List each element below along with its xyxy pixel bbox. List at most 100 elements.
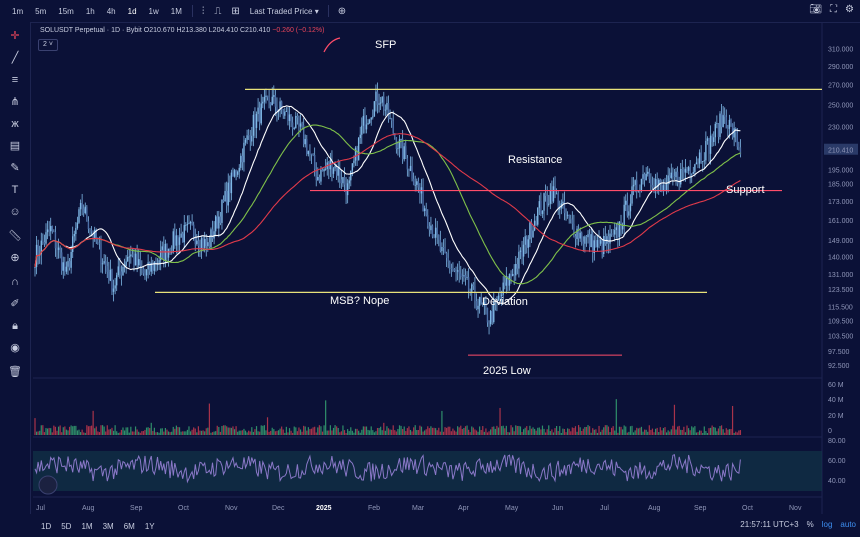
timeframe-1m[interactable]: 1m xyxy=(12,6,24,16)
volume-bar xyxy=(249,431,251,435)
candle-body xyxy=(203,239,206,248)
volume-bar xyxy=(512,427,514,435)
candle-body xyxy=(200,238,203,250)
volume-bar xyxy=(244,430,247,435)
trash-icon[interactable]: 🗑︎ xyxy=(8,366,22,378)
candle-body xyxy=(420,187,423,194)
range-5D[interactable]: 5D xyxy=(61,522,72,531)
price-source-dropdown[interactable]: Last Traded Price ▾ xyxy=(249,6,319,16)
horizontal-line-icon[interactable]: ≡ xyxy=(11,74,19,86)
candle-body xyxy=(634,180,636,185)
volume-bar xyxy=(40,425,42,435)
volume-bar xyxy=(612,426,614,435)
pattern-icon[interactable]: ж xyxy=(11,118,19,130)
candle-body xyxy=(460,273,462,277)
volume-bar xyxy=(551,429,553,435)
candle-body xyxy=(552,186,555,202)
stay-drawing-icon[interactable]: ✐ xyxy=(10,298,20,310)
volume-bar xyxy=(452,428,454,435)
auto-toggle[interactable]: auto xyxy=(840,520,856,529)
volume-bar xyxy=(658,432,660,435)
range-3M[interactable]: 3M xyxy=(102,522,114,531)
eye-icon[interactable]: ◉ xyxy=(10,342,20,354)
volume-bar xyxy=(293,426,295,435)
timeframe-15m[interactable]: 15m xyxy=(58,6,74,16)
volume-bar xyxy=(471,426,473,435)
magnet-icon[interactable]: ∩ xyxy=(11,276,19,288)
candle-body xyxy=(491,311,493,323)
candle-body xyxy=(258,107,261,124)
chart-type-icon[interactable]: ⎍ xyxy=(214,5,222,17)
candle-body xyxy=(199,245,201,250)
candle-body xyxy=(458,270,460,274)
range-1D[interactable]: 1D xyxy=(41,522,52,531)
timeframe-1M[interactable]: 1M xyxy=(170,6,182,16)
timeframe-4h[interactable]: 4h xyxy=(106,6,116,16)
zoom-in-icon[interactable]: ⊕ xyxy=(10,252,20,264)
ruler-icon[interactable]: 📏︎ xyxy=(8,230,22,242)
candle-body xyxy=(147,262,149,270)
candle-body xyxy=(538,201,541,208)
compare-icon[interactable]: ⊞ xyxy=(231,5,240,17)
percent-toggle[interactable]: % xyxy=(806,520,814,529)
close-value: C210.410 xyxy=(239,27,271,34)
brush-icon[interactable]: ✎ xyxy=(10,162,20,174)
timeframe-1d[interactable]: 1d xyxy=(127,6,137,16)
pitchfork-icon[interactable]: ⋔ xyxy=(10,96,20,108)
candle-body xyxy=(530,222,533,238)
symbol-name[interactable]: SOLUSDT Perpetual · 1D · Bybit xyxy=(40,27,142,34)
fullscreen-icon[interactable]: ⛶ xyxy=(830,4,838,15)
volume-bar xyxy=(524,427,526,435)
position-icon[interactable]: ▤ xyxy=(9,140,21,152)
text-icon[interactable]: T xyxy=(11,184,19,196)
candle-body xyxy=(612,234,614,236)
crosshair-icon[interactable]: ✛ xyxy=(10,30,20,42)
candle-body xyxy=(290,114,292,123)
range-1M[interactable]: 1M xyxy=(81,522,93,531)
candle-body xyxy=(342,177,344,184)
candle-body xyxy=(368,119,371,123)
volume-bar xyxy=(314,426,316,435)
candle-body xyxy=(719,113,721,137)
volume-bar xyxy=(222,425,225,435)
collapse-legend-button[interactable]: 2 ˅ xyxy=(38,39,58,51)
trendline-icon[interactable]: ╱ xyxy=(11,52,19,64)
volume-bar xyxy=(634,430,636,435)
time-tick-label: Oct xyxy=(178,505,189,512)
candle-body xyxy=(61,252,63,271)
candle-body xyxy=(684,168,687,173)
candle-body xyxy=(70,251,72,268)
timeframe-1h[interactable]: 1h xyxy=(85,6,95,16)
volume-bar xyxy=(416,430,418,435)
range-1Y[interactable]: 1Y xyxy=(144,522,155,531)
lock-icon[interactable]: 🔒︎ xyxy=(12,320,18,332)
candles xyxy=(34,82,742,335)
log-toggle[interactable]: log xyxy=(821,520,833,529)
indicators-icon[interactable]: ⫶ xyxy=(201,5,205,17)
volume-bar xyxy=(178,427,181,435)
candle-body xyxy=(247,135,250,137)
candle-body xyxy=(95,229,97,242)
candle-body xyxy=(601,240,603,254)
candle-body xyxy=(412,178,415,185)
volume-bar xyxy=(370,426,372,435)
candle-body xyxy=(711,135,713,143)
settings-icon[interactable]: ⚙ xyxy=(845,4,854,15)
volume-bar xyxy=(521,431,523,435)
candle-body xyxy=(444,247,446,254)
camera-icon[interactable]: 📷︎ xyxy=(809,4,823,15)
timeframe-5m[interactable]: 5m xyxy=(35,6,47,16)
add-icon[interactable]: ⊕ xyxy=(337,5,347,17)
candle-body xyxy=(287,111,289,122)
volume-bar xyxy=(87,426,90,435)
candle-body xyxy=(439,239,442,252)
volume-bar xyxy=(629,426,632,435)
candle-body xyxy=(279,101,281,110)
symbol-legend: SOLUSDT Perpetual · 1D · Bybit O210.670 … xyxy=(40,27,324,34)
emoji-icon[interactable]: ☺ xyxy=(9,206,21,218)
volume-bar xyxy=(650,429,652,435)
volume-bar xyxy=(383,422,385,435)
range-6M[interactable]: 6M xyxy=(123,522,135,531)
timeframe-1w[interactable]: 1w xyxy=(148,6,159,16)
